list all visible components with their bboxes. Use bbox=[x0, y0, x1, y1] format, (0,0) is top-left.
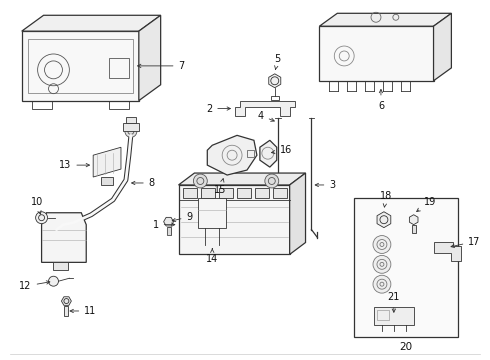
Polygon shape bbox=[93, 147, 121, 177]
Polygon shape bbox=[178, 185, 290, 255]
Polygon shape bbox=[434, 13, 451, 81]
Polygon shape bbox=[42, 213, 86, 262]
Polygon shape bbox=[260, 140, 277, 167]
Bar bbox=[167, 227, 171, 235]
Text: 12: 12 bbox=[19, 281, 50, 291]
Bar bbox=[374, 307, 414, 325]
Text: 2: 2 bbox=[206, 104, 230, 113]
Text: 17: 17 bbox=[451, 237, 481, 248]
Bar bbox=[237, 188, 251, 198]
Polygon shape bbox=[269, 74, 281, 88]
Bar bbox=[354, 198, 458, 337]
Text: 10: 10 bbox=[30, 197, 43, 214]
Text: 19: 19 bbox=[416, 197, 436, 212]
Text: 4: 4 bbox=[258, 111, 274, 121]
Text: 18: 18 bbox=[380, 191, 392, 207]
Bar bbox=[412, 225, 416, 233]
Polygon shape bbox=[434, 242, 461, 261]
Circle shape bbox=[373, 275, 391, 293]
Bar bbox=[198, 198, 226, 228]
Bar bbox=[101, 177, 113, 185]
Polygon shape bbox=[22, 31, 139, 100]
Bar bbox=[64, 306, 69, 316]
Polygon shape bbox=[235, 100, 294, 117]
Bar bbox=[201, 188, 215, 198]
Text: 11: 11 bbox=[70, 306, 97, 316]
Circle shape bbox=[373, 255, 391, 273]
Bar bbox=[273, 188, 287, 198]
Polygon shape bbox=[319, 13, 451, 26]
Polygon shape bbox=[22, 15, 161, 31]
Text: 1: 1 bbox=[152, 220, 175, 230]
Polygon shape bbox=[409, 215, 418, 225]
Circle shape bbox=[36, 212, 48, 224]
Circle shape bbox=[265, 174, 279, 188]
Text: 15: 15 bbox=[214, 179, 226, 195]
Text: 16: 16 bbox=[271, 145, 292, 155]
Circle shape bbox=[125, 125, 137, 137]
Bar bbox=[53, 262, 69, 270]
Text: 5: 5 bbox=[274, 54, 281, 69]
Bar bbox=[123, 123, 139, 131]
Bar bbox=[271, 96, 279, 100]
Circle shape bbox=[194, 174, 207, 188]
Bar bbox=[183, 188, 197, 198]
Text: 8: 8 bbox=[132, 178, 155, 188]
Polygon shape bbox=[61, 297, 72, 305]
Text: 6: 6 bbox=[378, 89, 384, 111]
Polygon shape bbox=[139, 15, 161, 100]
Text: 9: 9 bbox=[172, 212, 193, 222]
Text: 21: 21 bbox=[388, 292, 400, 312]
Text: 3: 3 bbox=[315, 180, 336, 190]
Bar bbox=[219, 188, 233, 198]
Polygon shape bbox=[178, 173, 306, 185]
Bar bbox=[377, 310, 389, 320]
Text: 13: 13 bbox=[59, 160, 90, 170]
Polygon shape bbox=[377, 212, 391, 228]
Polygon shape bbox=[319, 26, 434, 81]
Polygon shape bbox=[207, 135, 257, 175]
Circle shape bbox=[49, 276, 58, 286]
Bar bbox=[255, 188, 269, 198]
Text: 14: 14 bbox=[206, 249, 219, 264]
Polygon shape bbox=[290, 173, 306, 255]
Bar bbox=[126, 117, 136, 123]
Circle shape bbox=[373, 235, 391, 253]
Polygon shape bbox=[164, 217, 173, 226]
Text: 20: 20 bbox=[399, 342, 412, 352]
Text: 7: 7 bbox=[138, 61, 185, 71]
